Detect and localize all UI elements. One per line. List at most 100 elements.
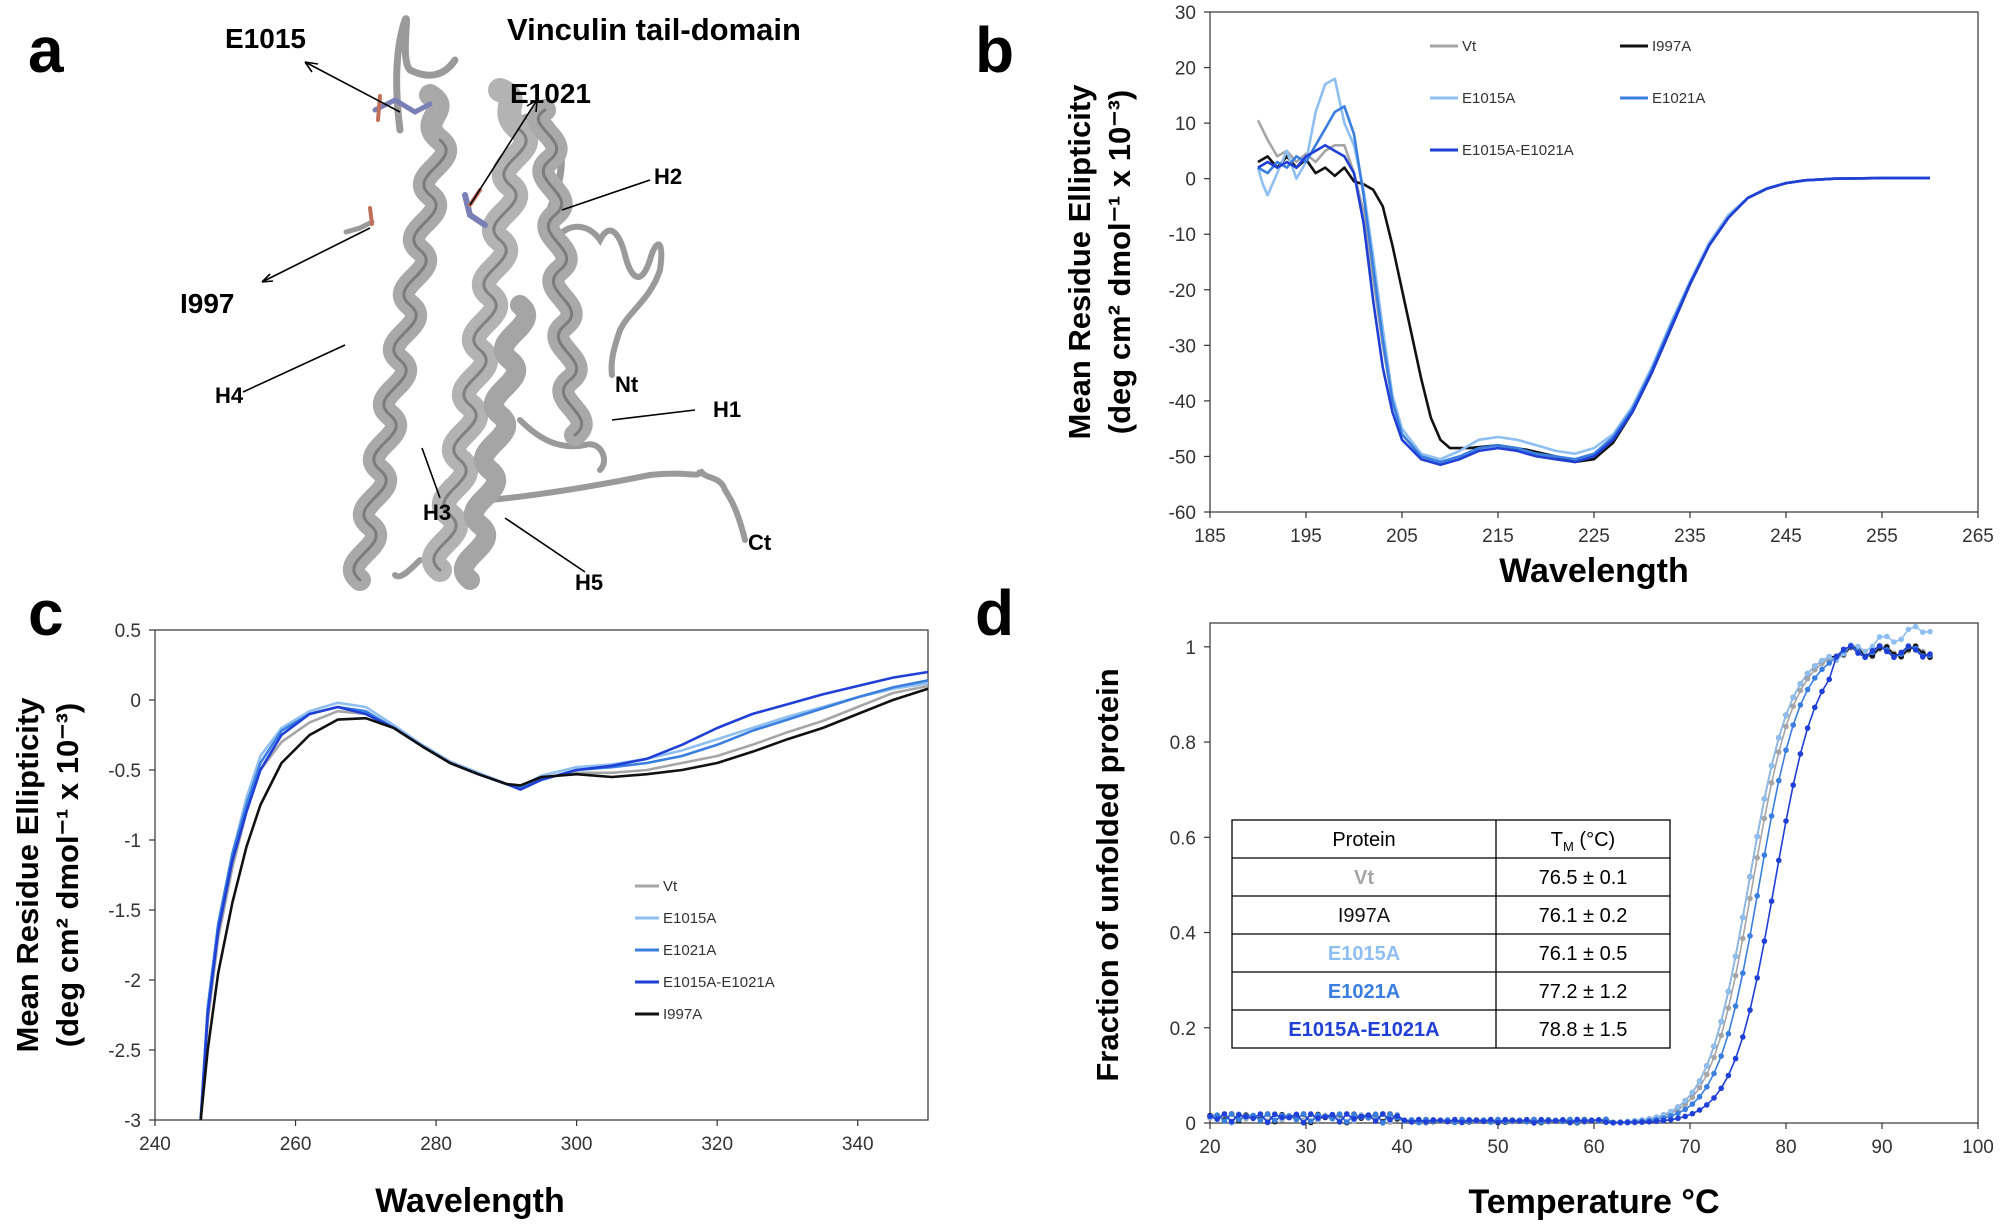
- chart-b-ylabel-line2: (deg cm² dmol⁻¹ x 10⁻³): [1102, 90, 1137, 434]
- melt-point: [1617, 1119, 1624, 1126]
- melt-point: [1596, 1117, 1602, 1123]
- label-h5: H5: [575, 570, 603, 595]
- melt-point: [1228, 1111, 1235, 1117]
- h4-line: [242, 344, 346, 393]
- tm-table-protein-e1015a: E1015A: [1328, 943, 1400, 965]
- melt-point: [1804, 686, 1811, 693]
- melt-point: [1862, 654, 1868, 660]
- melt-point: [1747, 1007, 1753, 1013]
- legend-item-vt: Vt: [1430, 38, 1477, 55]
- melt-point: [1718, 1085, 1724, 1092]
- series-line-e1021a: [199, 679, 929, 1121]
- melt-point: [1704, 1063, 1710, 1069]
- melt-point: [1754, 975, 1760, 981]
- melt-point: [1437, 1117, 1444, 1124]
- melt-point: [1653, 1118, 1660, 1125]
- x-tick-label: 70: [1679, 1137, 1700, 1158]
- melt-point: [1855, 643, 1861, 650]
- label-h3: H3: [423, 500, 451, 525]
- melt-point: [1905, 626, 1912, 633]
- x-tick-label: 30: [1295, 1137, 1316, 1158]
- e1015-arrow: [304, 61, 401, 113]
- x-tick-label: 245: [1770, 526, 1802, 547]
- panel-letter-d: d: [975, 577, 1014, 649]
- h2-line: [561, 179, 651, 211]
- chart-d-xlabel: Temperature °C: [1468, 1183, 1719, 1221]
- melt-point: [1646, 1119, 1652, 1125]
- melt-point: [1754, 854, 1760, 861]
- tm-table-value-vt: 76.5 ± 0.1: [1539, 867, 1628, 889]
- melt-point: [1416, 1116, 1422, 1123]
- melt-point: [1257, 1111, 1264, 1117]
- melt-point: [1819, 688, 1825, 695]
- melt-point: [1689, 1089, 1696, 1096]
- melt-point: [1545, 1118, 1552, 1124]
- melt-point: [1826, 660, 1832, 666]
- melt-point: [1740, 1034, 1746, 1040]
- legend-item-i997a: I997A: [1620, 38, 1691, 55]
- melt-point: [1264, 1119, 1271, 1126]
- series-line-e1021a: [1257, 105, 1930, 464]
- melt-point: [1459, 1119, 1465, 1126]
- chart-c-ylabel-line1: Mean Residue Ellipticity: [10, 697, 45, 1053]
- melt-point: [1531, 1120, 1537, 1126]
- melt-point: [1264, 1111, 1271, 1117]
- melt-point: [1790, 703, 1796, 709]
- melt-point: [1812, 663, 1818, 669]
- melt-point: [1783, 712, 1789, 718]
- melt-point: [1380, 1120, 1386, 1126]
- tm-table-value-e1015a: 76.1 ± 0.5: [1539, 943, 1628, 965]
- melt-point: [1920, 629, 1926, 635]
- x-tick-label: 260: [280, 1134, 312, 1155]
- melt-point: [1236, 1116, 1242, 1123]
- x-tick-label: 340: [842, 1134, 874, 1155]
- melt-point: [1560, 1117, 1566, 1123]
- melt-point: [1387, 1111, 1393, 1118]
- chart-b-ylabel-line1: Mean Residue Ellipticity: [1062, 84, 1097, 440]
- label-ct: Ct: [748, 530, 772, 555]
- chart-d-ylabel: Fraction of unfolded protein: [1090, 668, 1125, 1081]
- melt-point: [1912, 623, 1919, 630]
- melt-point: [1380, 1111, 1386, 1117]
- melt-point: [1473, 1117, 1480, 1124]
- melt-point: [1272, 1117, 1278, 1124]
- melt-point: [1689, 1101, 1696, 1107]
- melt-point: [1696, 1084, 1703, 1091]
- x-tick-label: 265: [1962, 526, 1994, 547]
- melt-point: [1495, 1119, 1501, 1126]
- melt-point: [1790, 782, 1796, 788]
- label-h2: H2: [654, 164, 682, 189]
- legend-item-e1015a-e1021a: E1015A-E1021A: [635, 974, 775, 991]
- melt-point: [1257, 1117, 1264, 1124]
- melt-point: [1704, 1071, 1710, 1078]
- legend-label: I997A: [663, 1006, 702, 1023]
- melt-point: [1516, 1118, 1523, 1124]
- melt-point: [1812, 704, 1818, 711]
- melt-point: [1387, 1116, 1393, 1123]
- melt-point: [1927, 651, 1933, 657]
- melt-point: [1351, 1111, 1357, 1118]
- melt-point: [1214, 1112, 1220, 1118]
- y-tick-label: -1: [124, 831, 141, 852]
- melt-point: [1344, 1119, 1350, 1125]
- melt-point: [1747, 933, 1753, 939]
- melt-point: [1574, 1116, 1580, 1123]
- legend-item-e1021a: E1021A: [1620, 90, 1705, 107]
- melt-point: [1466, 1117, 1472, 1123]
- melt-point: [1401, 1117, 1408, 1123]
- melt-point: [1682, 1113, 1688, 1120]
- x-tick-label: 195: [1290, 526, 1322, 547]
- melt-point: [1876, 643, 1883, 649]
- melt-point: [1927, 628, 1933, 635]
- x-tick-label: 60: [1583, 1137, 1604, 1158]
- melt-point: [1768, 762, 1775, 769]
- x-tick-label: 40: [1391, 1137, 1412, 1158]
- melt-point: [1732, 1003, 1739, 1009]
- y-tick-label: 0.4: [1170, 924, 1197, 945]
- melt-point: [1740, 970, 1746, 976]
- label-h1: H1: [713, 397, 741, 422]
- y-tick-label: 0: [1185, 170, 1196, 191]
- melt-point: [1408, 1119, 1415, 1125]
- melt-point: [1624, 1119, 1631, 1126]
- melt-point: [1761, 796, 1768, 802]
